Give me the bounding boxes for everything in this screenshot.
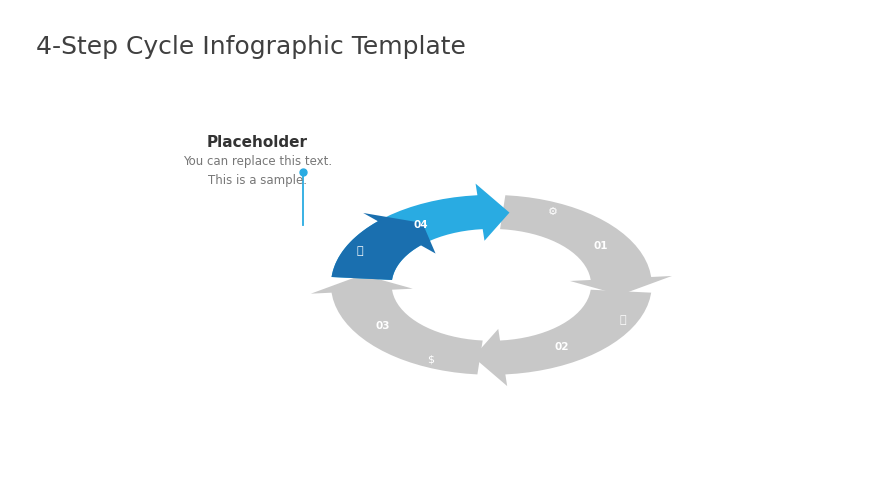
Text: 03: 03 [375, 320, 389, 330]
Text: 02: 02 [554, 341, 569, 351]
Polygon shape [473, 290, 651, 386]
Polygon shape [420, 245, 562, 325]
Text: 👥: 👥 [356, 246, 363, 256]
Text: You can replace this text.
This is a sample.: You can replace this text. This is a sam… [182, 154, 331, 186]
Text: ⚙: ⚙ [547, 207, 557, 217]
Polygon shape [500, 196, 671, 295]
Text: 01: 01 [593, 241, 607, 251]
Text: $: $ [426, 354, 433, 364]
Polygon shape [331, 214, 435, 281]
Text: 04: 04 [413, 219, 428, 229]
Polygon shape [310, 275, 482, 375]
Polygon shape [331, 184, 509, 281]
Text: 💡: 💡 [619, 314, 625, 325]
Text: 4-Step Cycle Infographic Template: 4-Step Cycle Infographic Template [36, 35, 466, 60]
Text: Placeholder: Placeholder [207, 135, 308, 150]
